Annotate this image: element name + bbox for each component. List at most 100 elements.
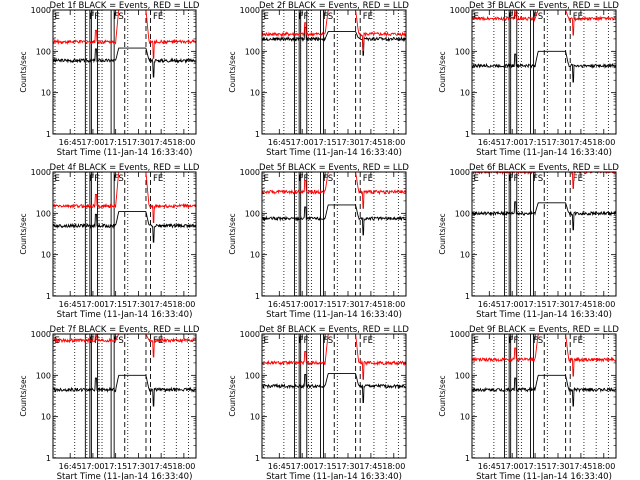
y-tick-label: 1000 [450, 168, 470, 177]
y-tick-label: 100 [455, 371, 470, 380]
y-tick-label: 10 [460, 251, 470, 260]
x-tick-label: 16:45 [268, 300, 291, 309]
y-tick-label: 1 [46, 292, 51, 301]
x-tick-label: 18:00 [172, 300, 195, 309]
plot-frame [52, 9, 197, 135]
y-axis-label: Counts/sec [228, 51, 237, 92]
y-tick-label: 1 [465, 292, 470, 301]
y-tick-label: 10 [250, 413, 260, 422]
x-tick-label: 16:45 [268, 462, 291, 471]
flag-label: FS [533, 174, 543, 184]
x-tick-label: 16:45 [478, 138, 501, 147]
y-tick-label: 1 [465, 130, 470, 139]
x-tick-label: 17:00 [291, 300, 314, 309]
x-tick-label: 17:00 [81, 138, 104, 147]
flag-label: E [474, 336, 479, 346]
x-tick-label: 17:15 [524, 300, 547, 309]
y-axis-label: Counts/sec [438, 375, 447, 416]
y-tick-label: 10 [460, 413, 470, 422]
x-tick-label: 17:45 [569, 462, 592, 471]
x-tick-label: 17:15 [104, 462, 127, 471]
y-tick-label: 1000 [31, 6, 51, 15]
x-tick-label: 17:30 [336, 138, 359, 147]
flag-label: FS [323, 174, 333, 184]
x-tick-label: 17:45 [359, 138, 382, 147]
x-tick-label: 18:00 [172, 462, 195, 471]
y-tick-label: 1 [465, 454, 470, 463]
x-tick-label: 17:00 [501, 138, 524, 147]
y-axis-label: Counts/sec [228, 375, 237, 416]
flag-label: FE [573, 174, 583, 184]
y-axis-label: Counts/sec [19, 51, 28, 92]
y-tick-label: 10 [41, 251, 51, 260]
x-tick-label: 17:15 [104, 300, 127, 309]
x-tick-label: 17:15 [524, 138, 547, 147]
y-tick-label: 1000 [240, 330, 260, 339]
x-tick-label: 17:45 [150, 300, 173, 309]
y-tick-label: 1000 [240, 6, 260, 15]
flag-label: FE [363, 12, 373, 22]
y-tick-label: 1000 [31, 168, 51, 177]
panel-title: Det 5f BLACK = Events, RED = LLD [259, 163, 409, 173]
y-tick-label: 1 [255, 454, 260, 463]
x-tick-label: 16:45 [59, 138, 82, 147]
plot-frame [52, 333, 197, 459]
x-tick-label: 16:45 [59, 462, 82, 471]
x-tick-label: 18:00 [592, 462, 615, 471]
x-tick-label: 16:45 [59, 300, 82, 309]
flag-label: FF [299, 336, 309, 346]
flag-label: FF [299, 12, 309, 22]
black-series-line [52, 211, 197, 243]
black-series-line [471, 50, 617, 83]
panel-title: Det 7f BLACK = Events, RED = LLD [50, 325, 200, 335]
x-tick-label: 17:30 [336, 300, 359, 309]
flag-label: FF [299, 174, 309, 184]
x-tick-label: 17:30 [546, 138, 569, 147]
y-tick-label: 100 [245, 371, 260, 380]
y-tick-label: 10 [460, 89, 470, 98]
plot-frame [471, 171, 617, 297]
y-tick-label: 10 [250, 251, 260, 260]
panel-title: Det 6f BLACK = Events, RED = LLD [469, 163, 619, 173]
x-tick-label: 17:30 [127, 462, 150, 471]
panel-title: Det 1f BLACK = Events, RED = LLD [50, 1, 200, 11]
x-tick-label: 17:00 [81, 462, 104, 471]
x-axis-label: Start Time (11-Jan-14 16:33:40) [266, 472, 402, 480]
black-series-line [261, 26, 406, 56]
x-tick-label: 17:00 [501, 300, 524, 309]
plot-frame [261, 9, 407, 135]
flag-label: FS [114, 174, 124, 184]
flag-label: FF [509, 336, 519, 346]
flag-label: FS [323, 336, 333, 346]
x-axis-label: Start Time (11-Jan-14 16:33:40) [476, 310, 612, 320]
y-tick-label: 100 [36, 209, 51, 218]
flag-label: FF [509, 12, 519, 22]
flag-label: E [474, 12, 479, 22]
black-series-line [52, 374, 197, 407]
x-tick-label: 17:45 [150, 462, 173, 471]
y-tick-label: 1000 [31, 330, 51, 339]
y-tick-label: 1 [46, 130, 51, 139]
flag-label: FS [533, 336, 543, 346]
x-axis-label: Start Time (11-Jan-14 16:33:40) [57, 310, 193, 320]
black-series-line [52, 47, 197, 78]
y-axis-label: Counts/sec [438, 51, 447, 92]
x-tick-label: 17:45 [569, 138, 592, 147]
y-tick-label: 100 [455, 209, 470, 218]
flag-label: E [474, 174, 479, 184]
x-tick-label: 17:30 [546, 462, 569, 471]
x-axis-label: Start Time (11-Jan-14 16:33:40) [57, 472, 193, 480]
y-tick-label: 10 [250, 89, 260, 98]
y-tick-label: 1000 [240, 168, 260, 177]
flag-label: FS [114, 12, 124, 22]
plot-frame [471, 333, 617, 459]
x-tick-label: 17:15 [314, 300, 337, 309]
y-tick-label: 1 [255, 130, 260, 139]
x-tick-label: 18:00 [382, 300, 405, 309]
plot-frame [471, 9, 617, 135]
